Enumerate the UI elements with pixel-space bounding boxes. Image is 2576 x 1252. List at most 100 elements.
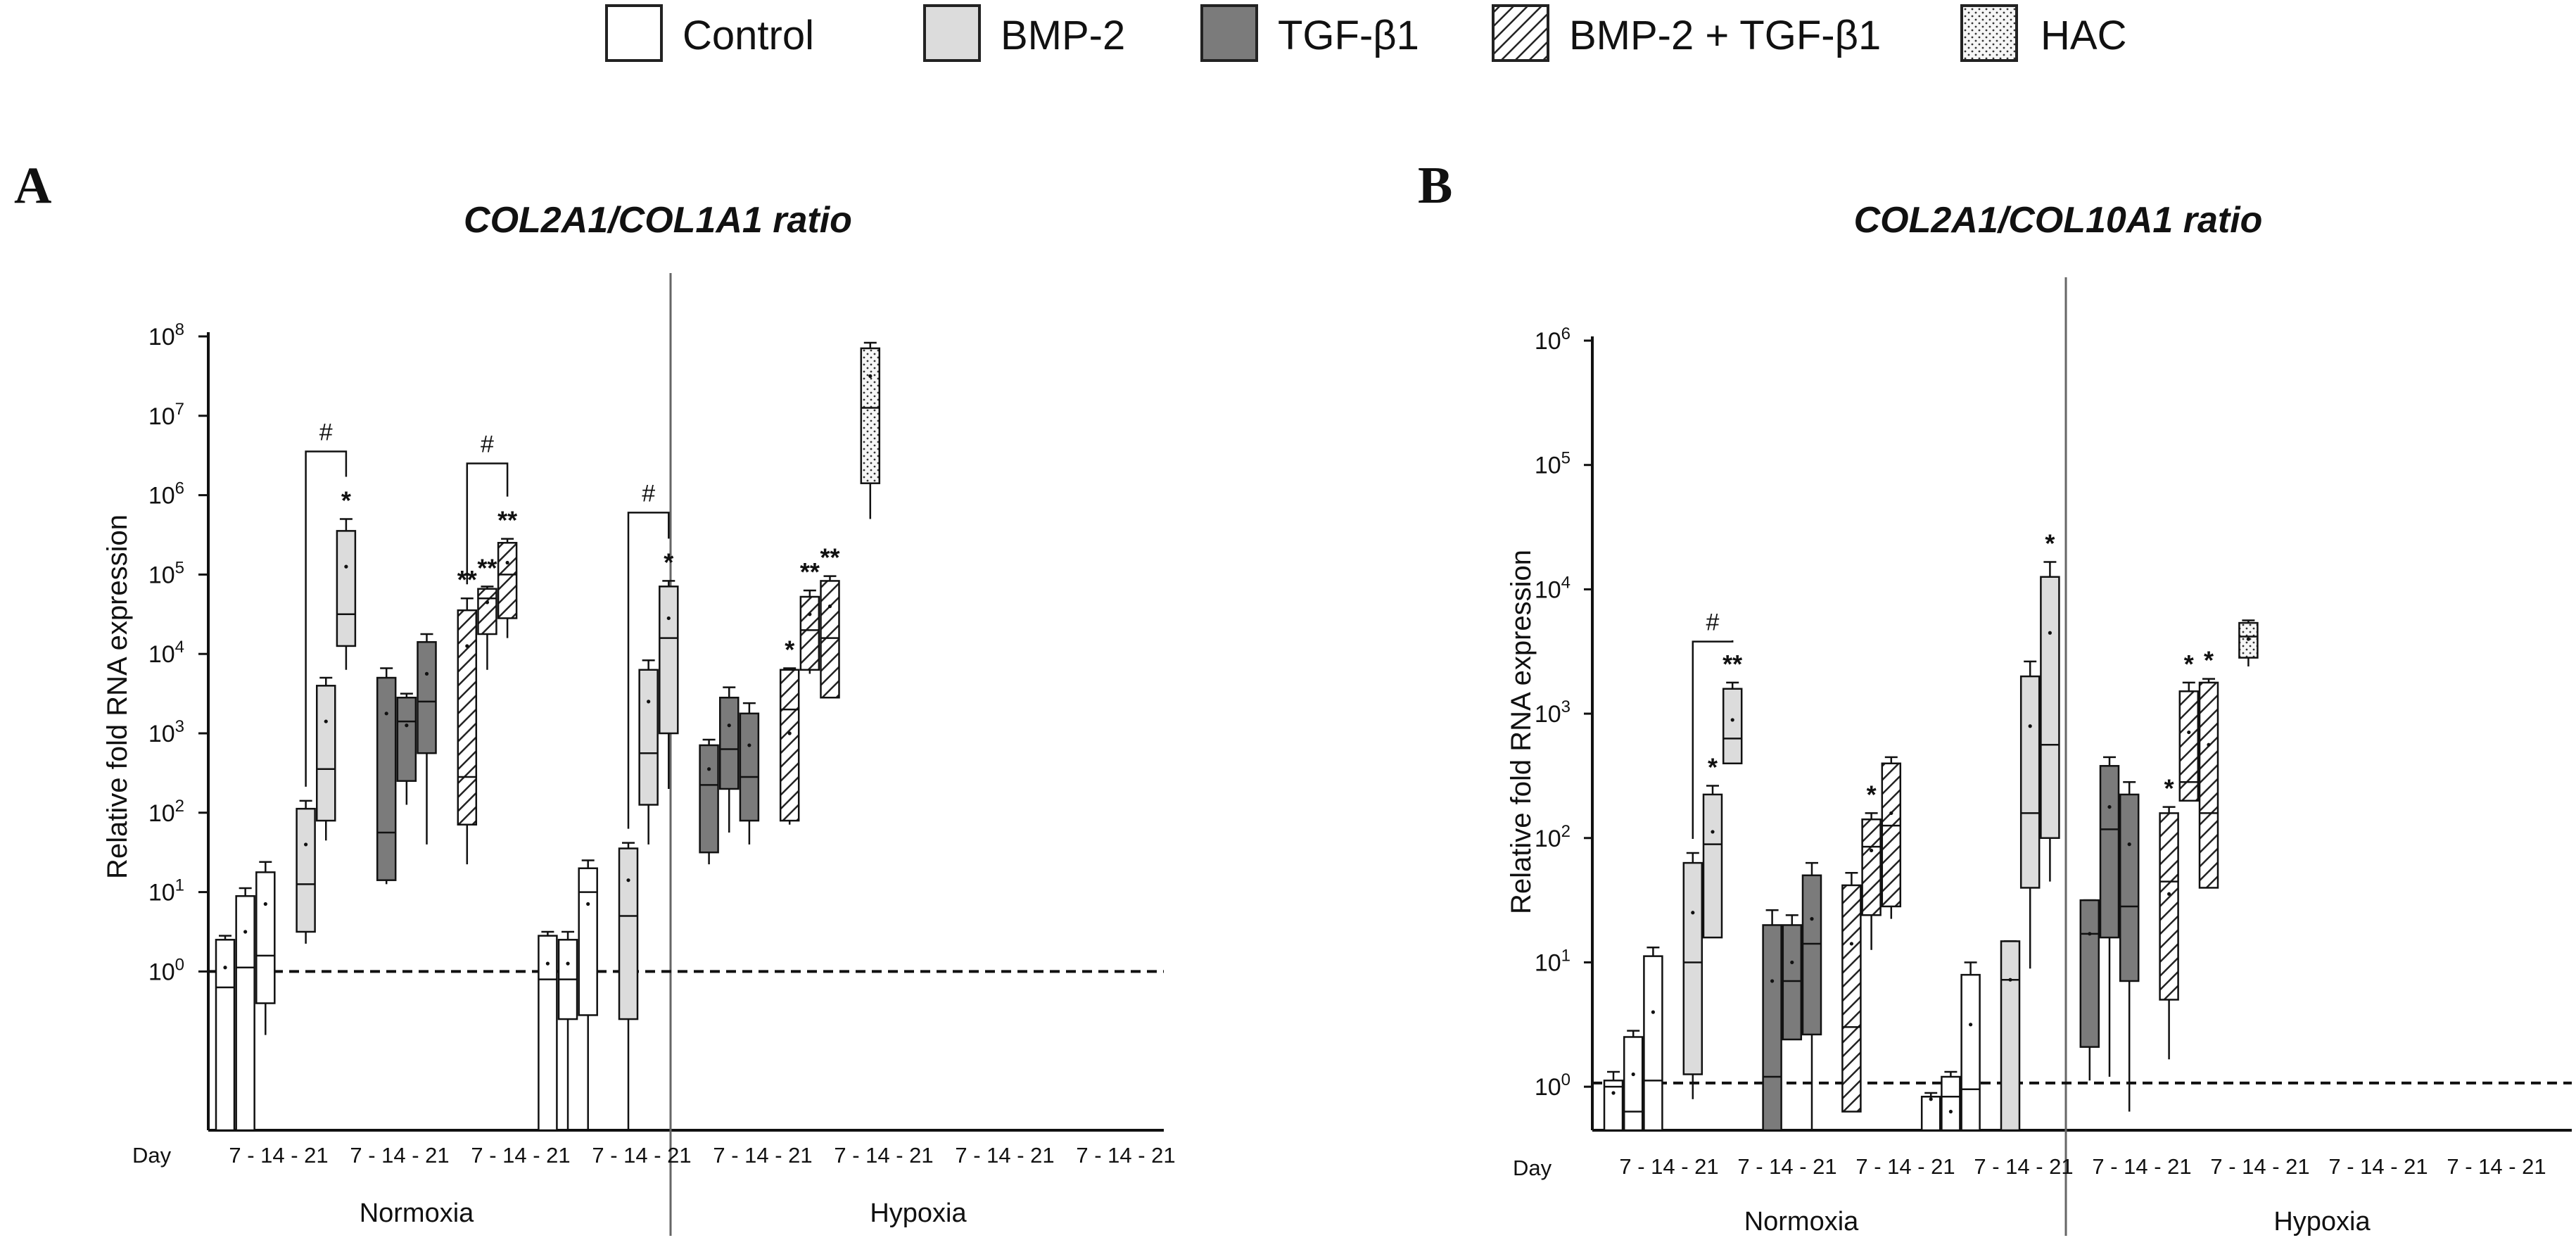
box-normoxia-bmp-2-tgf-1-day-14: ** <box>477 553 497 670</box>
panel-a-day-ticks-1: 7 - 14 - 21 <box>229 1143 328 1168</box>
significance-label: * <box>1867 780 1877 809</box>
box-normoxia-tgf-1-day-21 <box>1801 861 1822 1130</box>
box-hypoxia-control-day-21 <box>578 859 598 1130</box>
box-hypoxia-control-day-21 <box>1960 961 1981 1132</box>
bracket-label: # <box>319 419 333 446</box>
box-hypoxia-tgf-1-day-7 <box>699 738 719 865</box>
legend-swatch-bmp2-tgfb1 <box>1492 4 1549 62</box>
panel-a-day-ticks-5: 7 - 14 - 21 <box>713 1143 812 1168</box>
box-body <box>1920 1096 1941 1132</box>
panel-a-plot: *** ******** **# ## <box>207 273 1164 1236</box>
bracket-line <box>466 462 509 585</box>
y-tick-label: 107 <box>148 400 184 430</box>
y-tick-label: 105 <box>148 558 184 588</box>
mean-point <box>1790 960 1794 965</box>
box-body <box>457 609 478 826</box>
box-body <box>1722 688 1743 765</box>
box-hypoxia-control-day-14 <box>1941 1070 1961 1132</box>
box-body <box>719 696 740 790</box>
y-tick-label: 105 <box>1535 449 1571 479</box>
legend-label-bmp2-tgfb1: BMP-2 + TGF-β1 <box>1569 13 1881 58</box>
y-tick-label: 108 <box>148 320 184 350</box>
panel-a: A COL2A1/COL1A1 ratio Relative fold RNA … <box>14 157 1176 1236</box>
mean-point <box>1631 1072 1635 1077</box>
mean-point <box>1651 1010 1655 1014</box>
box-normoxia-bmp-2-day-14: * <box>1702 753 1723 939</box>
mean-point <box>1870 848 1874 853</box>
box-body <box>235 894 255 1132</box>
significance-label: * <box>1708 753 1718 782</box>
box-body <box>1623 1036 1644 1132</box>
legend-swatch-bmp2 <box>923 4 981 62</box>
box-normoxia-bmp-2-tgf-1-day-7 <box>1841 871 1862 1113</box>
box-normoxia-tgf-1-day-14 <box>396 693 417 805</box>
legend-item-control: Control <box>605 4 814 62</box>
box-hypoxia-tgf-1-day-21 <box>2119 781 2140 1112</box>
mean-point <box>2127 842 2131 847</box>
panel-a-day-ticks-8: 7 - 14 - 21 <box>1076 1143 1175 1168</box>
mean-point <box>666 616 671 621</box>
box-body <box>2198 681 2219 889</box>
box-body <box>779 669 800 822</box>
mean-point <box>424 671 429 676</box>
panel-b-plot: ******* *# <box>1591 277 2572 1236</box>
panel-a-day-ticks-7: 7 - 14 - 21 <box>955 1143 1054 1168</box>
box-body <box>215 939 236 1132</box>
box-body <box>336 530 357 647</box>
panel-a-day-ticks-4: 7 - 14 - 21 <box>592 1143 691 1168</box>
box-body <box>1960 973 1981 1132</box>
mean-point <box>485 600 490 605</box>
panel-b-day-label: Day <box>1513 1156 1552 1180</box>
y-tick-label: 106 <box>1535 324 1571 355</box>
panel-b-condition-normoxia: Normoxia <box>1744 1207 1859 1237</box>
legend-label-tgfb1: TGF-β1 <box>1278 13 1419 58</box>
significance-bracket: # <box>466 431 509 585</box>
box-body <box>1801 874 1822 1036</box>
box-body <box>1682 861 1703 1075</box>
panel-b-day-ticks-2: 7 - 14 - 21 <box>1737 1154 1836 1179</box>
box-normoxia-control-day-7 <box>1603 1070 1624 1132</box>
significance-label: * <box>664 548 673 576</box>
y-tick-label: 102 <box>148 797 184 827</box>
panel-a-day-ticks-2: 7 - 14 - 21 <box>350 1143 449 1168</box>
bracket-line <box>627 512 670 829</box>
mean-point <box>1929 1097 1933 1101</box>
legend-swatch-hac <box>1960 4 2018 62</box>
panel-b-letter: B <box>1418 157 1452 215</box>
significance-label: ** <box>477 553 497 582</box>
y-tick-label: 101 <box>148 876 184 906</box>
bracket-line <box>305 450 348 787</box>
mean-point <box>2048 631 2052 635</box>
significance-bracket: # <box>305 419 348 787</box>
significance-label: * <box>2204 646 2214 675</box>
mean-point <box>2246 637 2250 641</box>
box-body <box>860 347 881 484</box>
box-hypoxia-bmp-2-tgf-1-day-21: ** <box>820 543 840 699</box>
bracket-label: # <box>1706 609 1720 636</box>
mean-point <box>384 712 388 716</box>
y-tick-label: 106 <box>148 479 184 510</box>
y-tick-label: 103 <box>1535 697 1571 728</box>
box-body <box>2099 765 2120 939</box>
box-hypoxia-bmp-2-tgf-1-day-14: ** <box>799 557 820 674</box>
panel-a-yticks: 100 101 102 103 104 105 106 107 108 <box>148 320 208 985</box>
box-normoxia-bmp-2-day-7 <box>1682 852 1703 1099</box>
mean-point <box>1730 718 1734 722</box>
mean-point <box>2187 730 2191 735</box>
box-hypoxia-hac-day-0 <box>2238 619 2259 666</box>
mean-point <box>1691 911 1695 915</box>
significance-label: * <box>2045 529 2055 558</box>
box-body <box>2159 812 2179 1001</box>
box-body <box>1941 1075 1961 1132</box>
box-body <box>417 641 437 754</box>
significance-label: ** <box>497 506 517 535</box>
legend-item-tgfb1: TGF-β1 <box>1200 4 1419 62</box>
bracket-label: # <box>642 480 655 507</box>
box-body <box>1762 924 1782 1132</box>
significance-label: * <box>2184 650 2194 678</box>
mean-point <box>1849 942 1853 946</box>
y-tick-label: 104 <box>148 638 184 668</box>
y-tick-label: 101 <box>1535 946 1571 976</box>
mean-point <box>808 612 812 616</box>
